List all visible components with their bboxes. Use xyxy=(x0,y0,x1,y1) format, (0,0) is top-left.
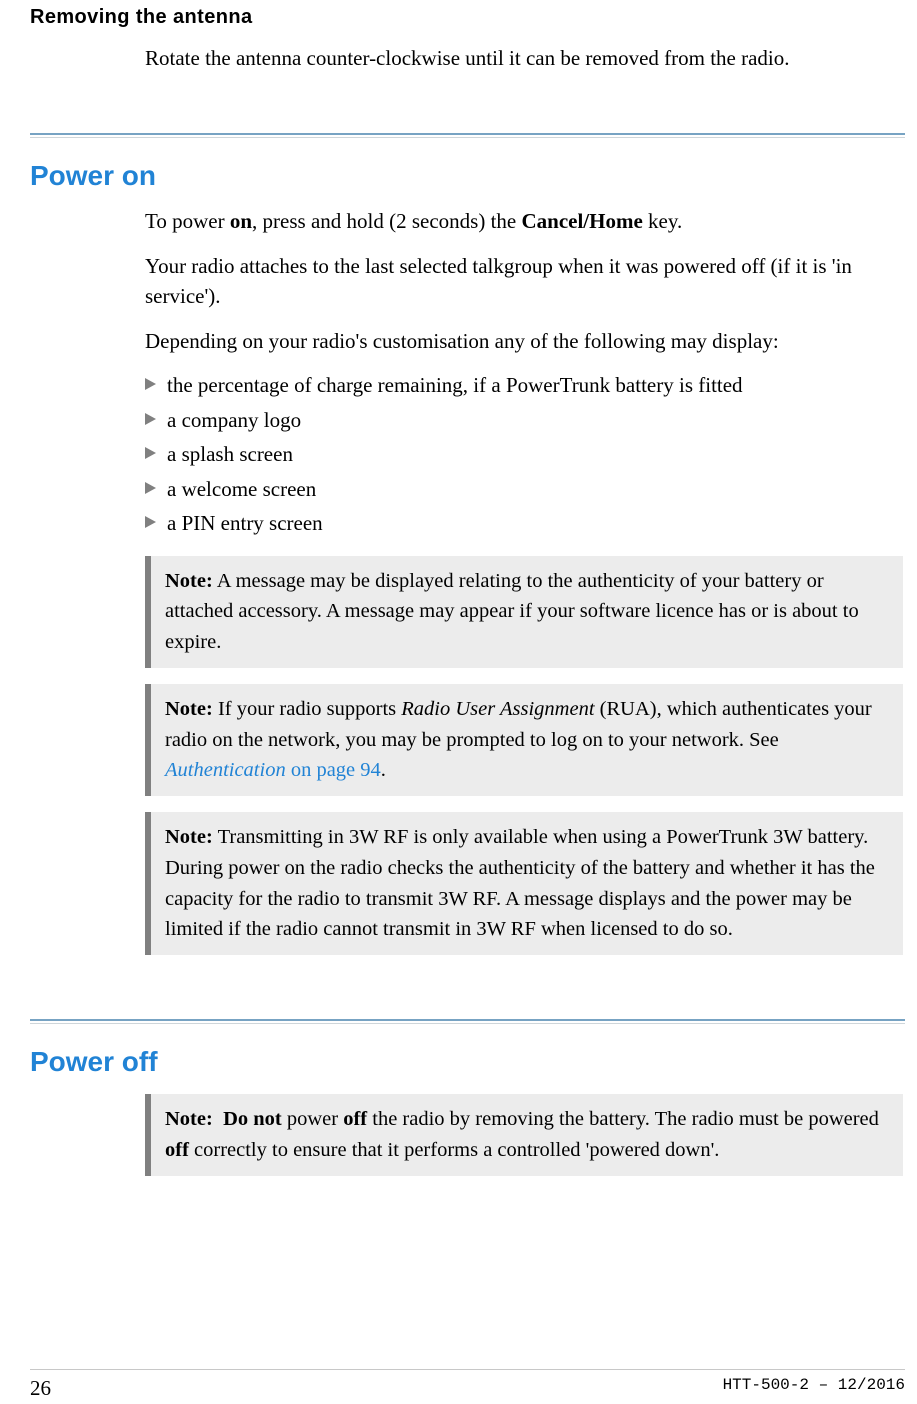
list-item: a PIN entry screen xyxy=(145,508,903,540)
note-seg2: the radio by removing the battery. The r… xyxy=(367,1108,879,1130)
footer: 26 HTT-500-2 – 12/2016 xyxy=(30,1369,905,1376)
note-text: Note: Do not power off the radio by remo… xyxy=(165,1108,879,1161)
note2-italic: Radio User Assignment xyxy=(401,698,594,720)
antenna-heading: Removing the antenna xyxy=(30,6,905,29)
page-number: 26 xyxy=(30,1376,51,1401)
note-label: Note: xyxy=(165,570,213,592)
power-off-body: Note: Do not power off the radio by remo… xyxy=(145,1094,903,1176)
note-label: Note: xyxy=(165,826,213,848)
bullet-icon xyxy=(145,508,167,528)
note-donot: Do not xyxy=(223,1108,282,1130)
authentication-link[interactable]: Authentication xyxy=(165,759,286,781)
list-text: a welcome screen xyxy=(167,474,316,506)
p1-post: key. xyxy=(643,209,682,233)
doc-code: HTT-500-2 – 12/2016 xyxy=(723,1376,905,1394)
note-seg3: correctly to ensure that it performs a c… xyxy=(189,1139,720,1161)
p1-key: Cancel/Home xyxy=(521,209,642,233)
note-seg1: power xyxy=(282,1108,343,1130)
bullet-icon xyxy=(145,439,167,459)
authentication-link-page[interactable]: on page 94 xyxy=(286,759,381,781)
list-text: a company logo xyxy=(167,405,301,437)
note-box-3: Note: Transmitting in 3W RF is only avai… xyxy=(145,812,903,955)
list-text: a splash screen xyxy=(167,439,293,471)
note-body: A message may be displayed relating to t… xyxy=(165,570,859,654)
list-text: the percentage of charge remaining, if a… xyxy=(167,370,743,402)
p1-pre: To power xyxy=(145,209,230,233)
list-item: a welcome screen xyxy=(145,474,903,506)
power-on-p1: To power on, press and hold (2 seconds) … xyxy=(145,206,903,236)
note2-post: . xyxy=(381,759,386,781)
page: Removing the antenna Rotate the antenna … xyxy=(30,0,905,1404)
p1-mid: , press and hold (2 seconds) the xyxy=(252,209,521,233)
power-on-list: the percentage of charge remaining, if a… xyxy=(145,370,903,540)
bullet-icon xyxy=(145,474,167,494)
list-item: a company logo xyxy=(145,405,903,437)
power-on-body: To power on, press and hold (2 seconds) … xyxy=(145,206,903,955)
antenna-text: Rotate the antenna counter-clockwise unt… xyxy=(145,43,903,73)
note-label: Note: xyxy=(165,1108,213,1130)
note-box-2: Note: If your radio supports Radio User … xyxy=(145,684,903,796)
note-off2: off xyxy=(165,1139,189,1161)
note-text: Note: If your radio supports Radio User … xyxy=(165,698,872,782)
power-on-p2: Your radio attaches to the last selected… xyxy=(145,251,903,312)
power-on-title: Power on xyxy=(30,138,905,192)
note-text: Note: A message may be displayed relatin… xyxy=(165,570,859,654)
list-text: a PIN entry screen xyxy=(167,508,323,540)
note-box-1: Note: A message may be displayed relatin… xyxy=(145,556,903,668)
power-off-title: Power off xyxy=(30,1024,905,1078)
note-box-poweroff: Note: Do not power off the radio by remo… xyxy=(145,1094,903,1176)
note-body: Transmitting in 3W RF is only available … xyxy=(165,826,875,940)
list-item: a splash screen xyxy=(145,439,903,471)
p1-on: on xyxy=(230,209,252,233)
note-text: Note: Transmitting in 3W RF is only avai… xyxy=(165,826,875,940)
note-label: Note: xyxy=(165,698,213,720)
bullet-icon xyxy=(145,370,167,390)
bullet-icon xyxy=(145,405,167,425)
power-on-p3: Depending on your radio's customisation … xyxy=(145,326,903,356)
note2-pre: If your radio supports xyxy=(213,698,401,720)
list-item: the percentage of charge remaining, if a… xyxy=(145,370,903,402)
note-off1: off xyxy=(343,1108,367,1130)
antenna-body: Rotate the antenna counter-clockwise unt… xyxy=(145,43,903,73)
